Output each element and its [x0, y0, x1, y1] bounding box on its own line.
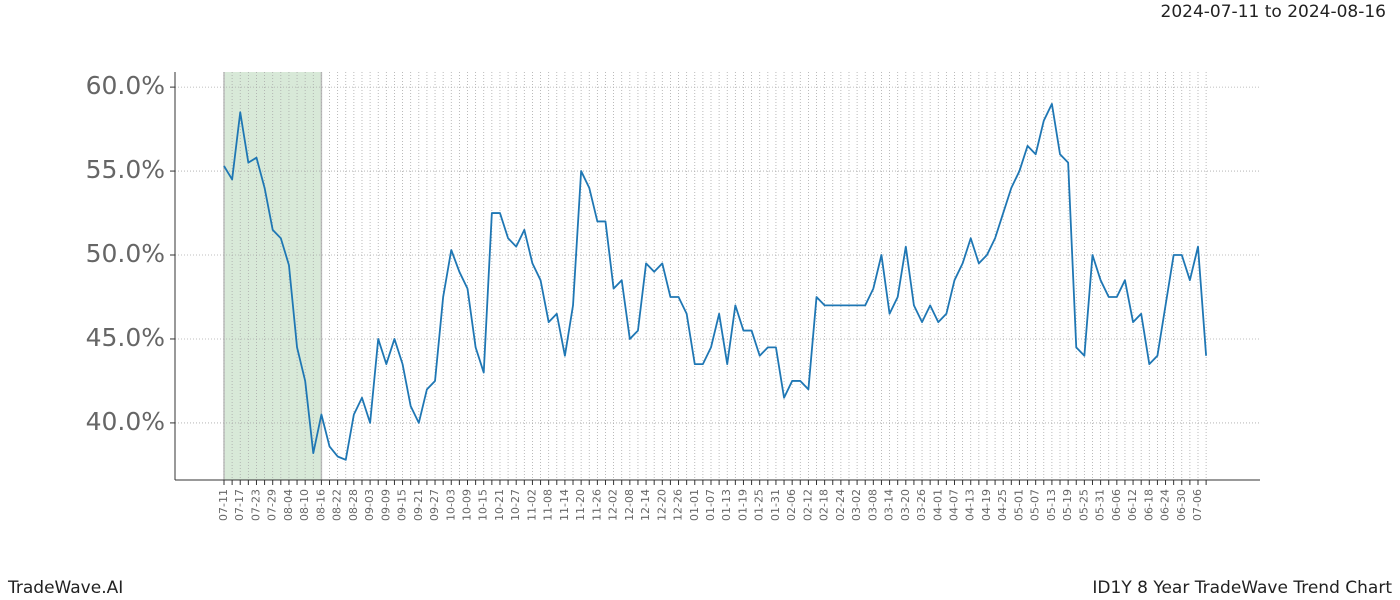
y-tick-label: 50.0%	[86, 239, 165, 268]
x-tick-label: 12-08	[623, 489, 636, 521]
x-tick-label: 11-02	[525, 489, 538, 521]
x-tick-label: 02-18	[818, 489, 831, 521]
x-tick-label: 11-14	[558, 489, 571, 521]
x-tick-label: 02-12	[801, 489, 814, 521]
y-tick-label: 45.0%	[86, 323, 165, 352]
x-tick-label: 11-20	[574, 489, 587, 521]
x-tick-label: 02-06	[785, 489, 798, 521]
x-tick-label: 02-24	[834, 489, 847, 521]
x-tick-label: 10-15	[477, 489, 490, 521]
x-tick-label: 06-24	[1159, 489, 1172, 521]
x-tick-label: 03-20	[899, 489, 912, 521]
x-tick-label: 01-25	[753, 489, 766, 521]
x-tick-label: 06-30	[1175, 489, 1188, 521]
x-tick-label: 11-08	[542, 489, 555, 521]
x-tick-label: 03-02	[850, 489, 863, 521]
x-tick-label: 09-09	[379, 489, 392, 521]
chart-title: ID1Y 8 Year TradeWave Trend Chart	[1092, 578, 1392, 598]
x-tick-label: 01-01	[688, 489, 701, 521]
x-tick-label: 04-07	[948, 489, 961, 521]
x-tick-label: 09-15	[396, 489, 409, 521]
x-tick-label: 01-31	[769, 489, 782, 521]
x-tick-label: 05-31	[1094, 489, 1107, 521]
x-tick-label: 04-19	[980, 489, 993, 521]
x-tick-label: 10-27	[509, 489, 522, 521]
brand: TradeWave.AI	[7, 578, 123, 598]
x-tick-label: 12-26	[672, 489, 685, 521]
x-tick-label: 04-25	[996, 489, 1009, 521]
x-tick-label: 07-29	[266, 489, 279, 521]
x-tick-label: 12-14	[639, 489, 652, 521]
y-tick-label: 40.0%	[86, 407, 165, 436]
x-tick-label: 05-13	[1045, 489, 1058, 521]
x-tick-label: 01-19	[736, 489, 749, 521]
x-tick-label: 07-11	[217, 489, 230, 521]
trend-line	[223, 103, 1208, 461]
x-tick-label: 08-16	[314, 489, 327, 521]
x-tick-label: 08-10	[298, 489, 311, 521]
x-tick-label: 10-21	[493, 489, 506, 521]
x-tick-label: 10-09	[461, 489, 474, 521]
x-tick-label: 07-23	[249, 489, 262, 521]
x-tick-label: 07-17	[233, 489, 246, 521]
x-tick-label: 08-22	[331, 489, 344, 521]
x-tick-label: 06-06	[1110, 489, 1123, 521]
x-tick-label: 03-08	[866, 489, 879, 521]
x-tick-label: 05-07	[1029, 489, 1042, 521]
x-tick-label: 05-25	[1077, 489, 1090, 521]
x-tick-label: 08-28	[347, 489, 360, 521]
x-tick-label: 05-01	[1012, 489, 1025, 521]
y-tick-label: 60.0%	[86, 71, 165, 100]
x-tick-label: 04-01	[931, 489, 944, 521]
x-tick-label: 12-02	[607, 489, 620, 521]
x-tick-label: 06-12	[1126, 489, 1139, 521]
x-tick-label: 03-14	[883, 489, 896, 521]
x-tick-label: 12-20	[655, 489, 668, 521]
x-tick-label: 08-04	[282, 489, 295, 521]
y-tick-label: 55.0%	[86, 155, 165, 184]
x-tick-label: 03-26	[915, 489, 928, 521]
x-tick-label: 06-18	[1142, 489, 1155, 521]
x-tick-label: 10-03	[444, 489, 457, 521]
x-tick-label: 01-07	[704, 489, 717, 521]
x-tick-label: 09-21	[412, 489, 425, 521]
x-tick-label: 04-13	[964, 489, 977, 521]
x-tick-label: 09-03	[363, 489, 376, 521]
date-range: 2024-07-11 to 2024-08-16	[1161, 2, 1386, 22]
x-tick-label: 11-26	[590, 489, 603, 521]
x-tick-label: 09-27	[428, 489, 441, 521]
x-tick-label: 05-19	[1061, 489, 1074, 521]
x-tick-label: 01-13	[720, 489, 733, 521]
x-tick-label: 07-06	[1191, 489, 1204, 521]
